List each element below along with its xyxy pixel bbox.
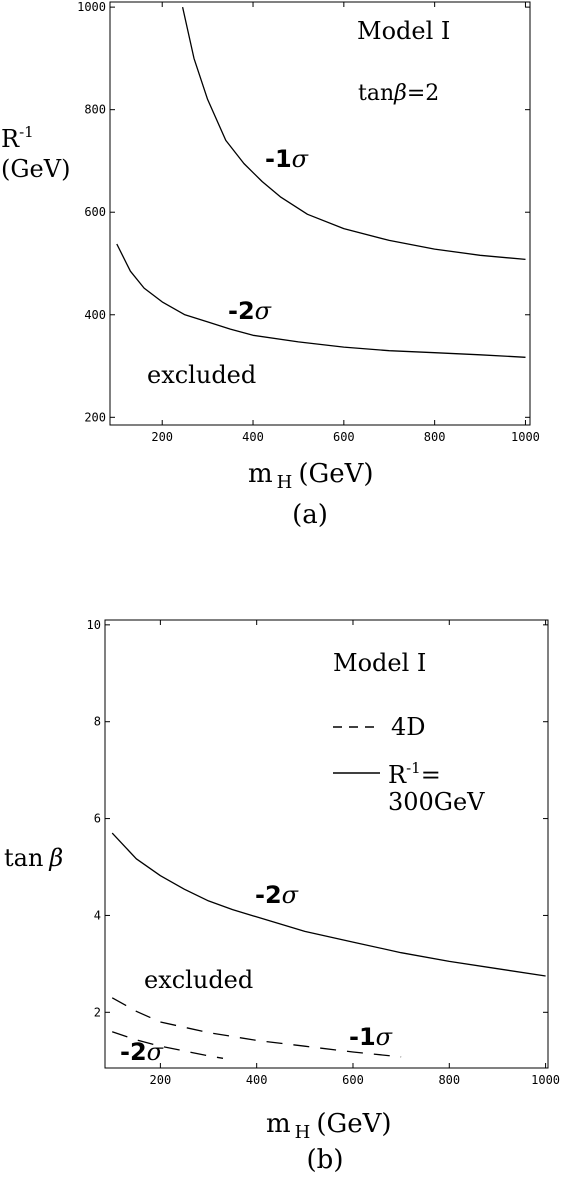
y-tick-label-b: 6 xyxy=(94,812,101,826)
y-tick-label-a: 600 xyxy=(84,205,106,219)
y-axis-unit-a: (GeV) xyxy=(1,155,70,183)
excluded-label-a: excluded xyxy=(147,361,256,389)
series-line-b-2 xyxy=(111,997,402,1058)
caption-a: (a) xyxy=(292,500,328,530)
y-tick-label-b: 10 xyxy=(87,618,101,632)
x-tick-label-a: 200 xyxy=(151,430,173,444)
axis-ticks-b: 200 400 600 800 1000 2 4 6 8 10 xyxy=(87,618,560,1087)
y-axis-label-b: tan β xyxy=(4,844,63,872)
x-tick-label-a: 800 xyxy=(424,430,446,444)
caption-b: (b) xyxy=(307,1145,344,1175)
panel-a: 200 400 600 800 1000 200 400 600 800 1000 Model I… xyxy=(1,0,540,530)
series-group-b xyxy=(111,832,546,1059)
x-tick-label-b: 1000 xyxy=(531,1073,560,1087)
legend-4d-label: 4D xyxy=(391,713,426,741)
sigma1-dashed-label-b: -1σ xyxy=(349,1023,393,1051)
series-group-a xyxy=(116,6,526,358)
x-tick-label-a: 1000 xyxy=(511,430,540,444)
model-label-b: Model I xyxy=(333,649,426,677)
model-label-a: Model I xyxy=(357,17,450,45)
plot-frame-a xyxy=(109,1,531,426)
y-tick-label-a: 800 xyxy=(84,103,106,117)
excluded-label-b: excluded xyxy=(144,966,253,994)
y-tick-label-b: 4 xyxy=(94,908,101,922)
x-tick-label-b: 600 xyxy=(342,1073,364,1087)
panel-b: 200 400 600 800 1000 2 4 6 8 10 Model I 4D R-1= 3… xyxy=(4,618,560,1175)
y-tick-label-b: 8 xyxy=(94,715,101,729)
y-axis-label-a: R-1 xyxy=(1,123,34,153)
series-line-a-2 xyxy=(116,243,526,358)
axis-ticks-a: 200 400 600 800 1000 200 400 600 800 1000 xyxy=(77,0,540,444)
x-axis-label-b: m H (GeV) xyxy=(266,1109,392,1143)
sigma2-dashed-label-b: -2σ xyxy=(120,1038,164,1066)
y-tick-label-b: 2 xyxy=(94,1005,101,1019)
y-tick-label-a: 400 xyxy=(84,308,106,322)
x-axis-label-a: m H (GeV) xyxy=(248,459,374,493)
y-tick-label-a: 200 xyxy=(84,410,106,424)
sigma2-solid-label-b: -2σ xyxy=(255,881,299,909)
x-tick-label-a: 400 xyxy=(242,430,264,444)
legend-r-value: 300GeV xyxy=(388,788,485,816)
sigma2-label-a: -2σ xyxy=(228,297,272,325)
sigma1-label-a: -1σ xyxy=(265,145,309,173)
series-line-a-1 xyxy=(181,6,526,261)
x-tick-label-b: 200 xyxy=(150,1073,172,1087)
x-tick-label-b: 800 xyxy=(438,1073,460,1087)
series-line-b-3 xyxy=(111,1031,224,1059)
plot-frame-b xyxy=(104,619,549,1069)
tanbeta-label-a: tanβ=2 xyxy=(358,81,439,106)
legend-r-label: R-1= xyxy=(388,759,441,789)
x-tick-label-a: 600 xyxy=(333,430,355,444)
x-tick-label-b: 400 xyxy=(246,1073,268,1087)
series-line-b-1 xyxy=(111,832,546,977)
y-tick-label-a: 1000 xyxy=(77,0,106,14)
